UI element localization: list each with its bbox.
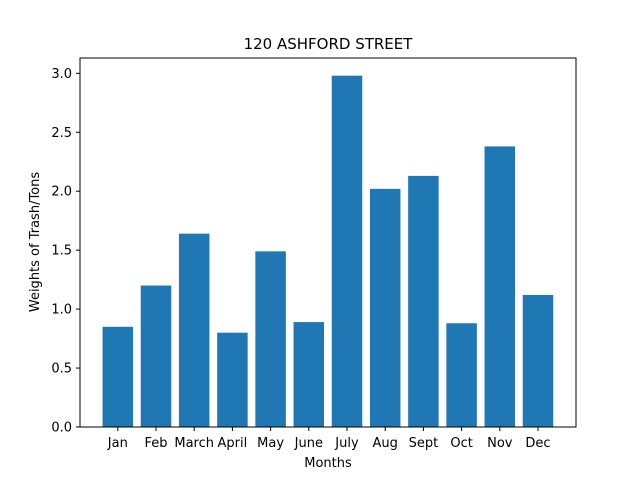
y-tick-label: 0.5 [51, 362, 72, 377]
x-tick-label: July [334, 436, 359, 451]
bar-feb [140, 285, 172, 427]
y-axis-label: Weights of Trash/Tons [28, 172, 43, 313]
x-tick-label: Aug [373, 436, 398, 451]
bar-oct [446, 323, 477, 427]
x-tick-label: Nov [487, 436, 513, 451]
bar-july [331, 75, 363, 427]
x-axis-label: Months [304, 456, 352, 471]
y-tick-label: 2.5 [51, 126, 72, 141]
x-tick-label: June [294, 436, 323, 451]
chart-title: 120 ASHFORD STREET [244, 35, 414, 53]
y-axis-ticks: 0.0 0.5 1.0 1.5 2.0 2.5 3.0 [51, 67, 80, 436]
bar-april [217, 332, 248, 427]
x-tick-label: Dec [525, 436, 550, 451]
bar-june [293, 322, 325, 427]
y-tick-label: 2.0 [51, 185, 72, 200]
bars-group [102, 75, 554, 428]
bar-sept [408, 175, 439, 427]
bar-nov [484, 146, 516, 428]
plot-area-frame [79, 57, 577, 428]
bar-march [178, 233, 210, 427]
x-tick-label: March [174, 436, 214, 451]
x-tick-label: April [218, 436, 248, 451]
x-tick-label: Feb [144, 436, 167, 451]
bar-jan [102, 326, 134, 427]
y-tick-label: 1.0 [51, 303, 72, 318]
y-tick-label: 0.0 [51, 421, 72, 436]
bar-may [255, 251, 286, 427]
x-tick-label: Sept [409, 436, 439, 451]
x-axis-ticks: Jan Feb March April May June July Aug Sept Oct Nov… [107, 427, 551, 451]
y-tick-label: 3.0 [51, 67, 72, 82]
x-tick-label: May [257, 436, 284, 451]
x-tick-label: Jan [107, 436, 128, 451]
x-tick-label: Oct [450, 436, 472, 451]
bar-aug [369, 188, 401, 427]
bar-dec [522, 294, 554, 427]
y-tick-label: 1.5 [51, 244, 72, 259]
